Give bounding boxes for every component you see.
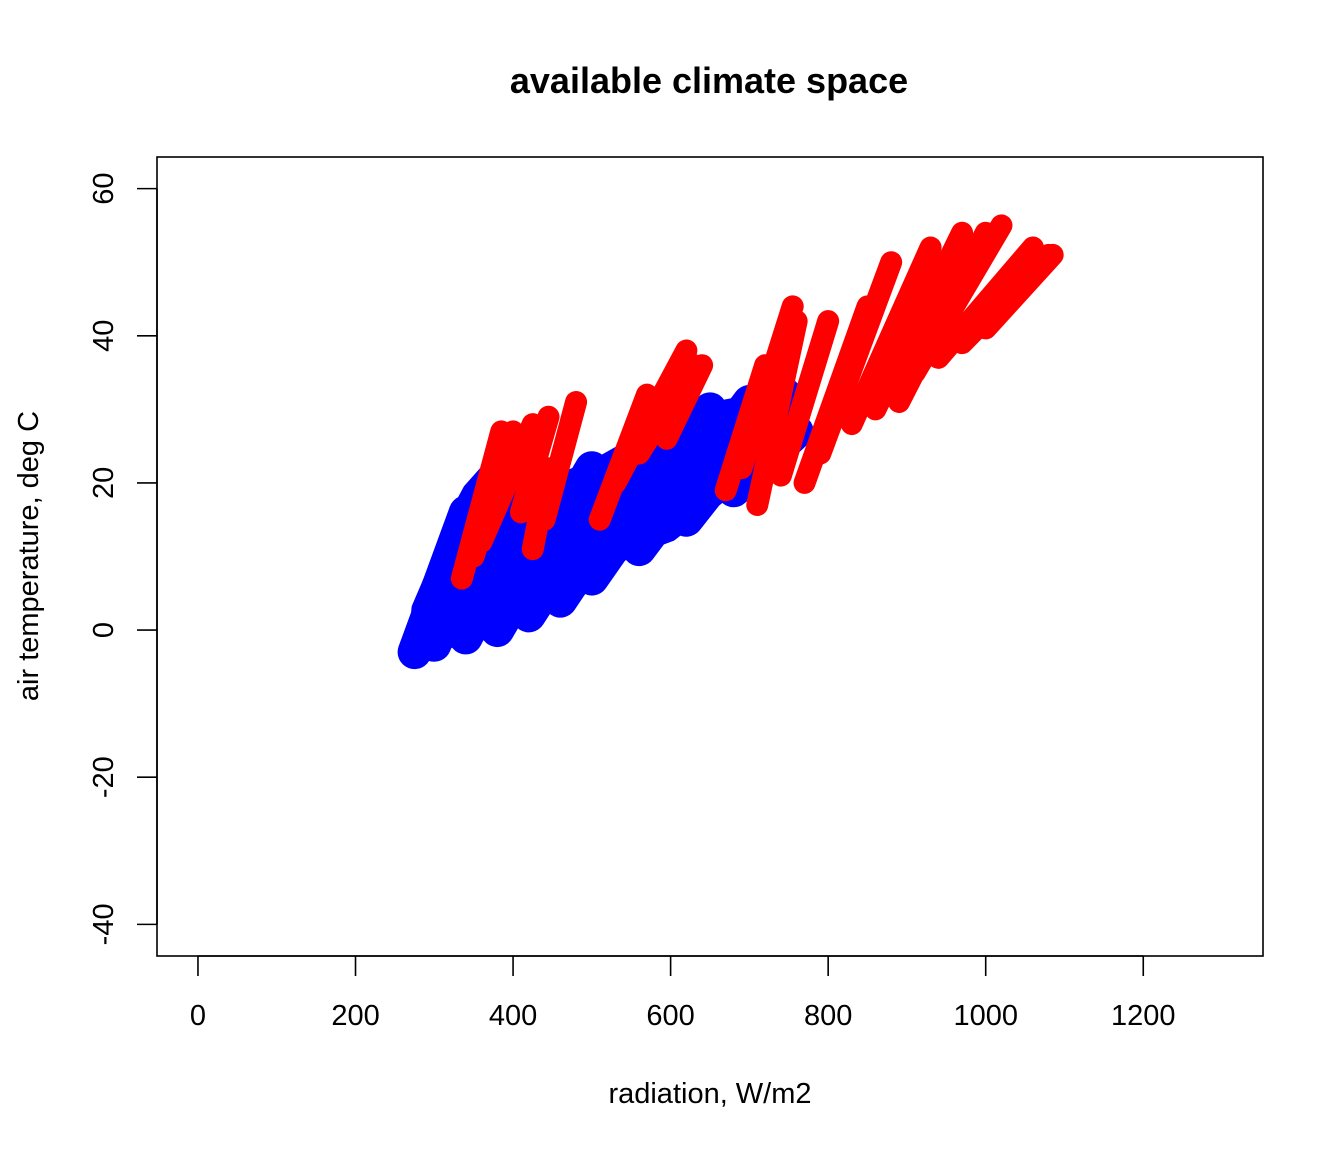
series-1-strand-12 <box>746 310 808 516</box>
x-tick-label-2: 400 <box>489 1000 537 1032</box>
y-tick-label-1: -20 <box>88 756 120 798</box>
series-1-strand-16 <box>840 236 942 436</box>
series-1-strand-13 <box>769 310 840 487</box>
series-1-strand-5 <box>533 390 588 531</box>
chart-title: available climate space <box>510 60 908 101</box>
series-1-strand-22 <box>974 243 1064 340</box>
plot-area <box>397 214 1064 670</box>
series-1-strand-3 <box>509 405 560 524</box>
y-tick-label-3: 20 <box>88 467 120 499</box>
series-1-strand-9 <box>655 354 714 450</box>
y-tick-label-5: 60 <box>88 173 120 205</box>
x-tick-label-5: 1000 <box>953 1000 1018 1032</box>
x-tick-label-4: 800 <box>804 1000 852 1032</box>
x-tick-label-3: 600 <box>646 1000 694 1032</box>
x-axis: 0 200 400 600 800 1000 1200 <box>190 955 1176 1032</box>
x-tick-label-1: 200 <box>331 1000 379 1032</box>
x-axis-label: radiation, W/m2 <box>608 1078 811 1110</box>
series-0-strand-7 <box>622 384 767 567</box>
series-1-points <box>450 214 1064 590</box>
plot-border <box>156 156 1264 957</box>
y-tick-label-4: 40 <box>88 320 120 352</box>
series-1-strand-15 <box>809 251 903 465</box>
series-1-strand-17 <box>864 221 974 421</box>
x-tick-label-0: 0 <box>190 1000 206 1032</box>
series-1-strand-19 <box>903 214 1013 384</box>
y-tick-label-2: 0 <box>88 622 120 638</box>
series-0-strand-3 <box>480 451 609 648</box>
series-1-strand-2 <box>470 413 544 553</box>
series-0-strand-6 <box>574 392 727 596</box>
y-axis-label: air temperature, deg C <box>13 411 45 701</box>
y-axis: -40 -20 0 20 40 60 <box>88 173 158 945</box>
x-tick-label-6: 1200 <box>1111 1000 1176 1032</box>
y-tick-label-0: -40 <box>88 903 120 945</box>
